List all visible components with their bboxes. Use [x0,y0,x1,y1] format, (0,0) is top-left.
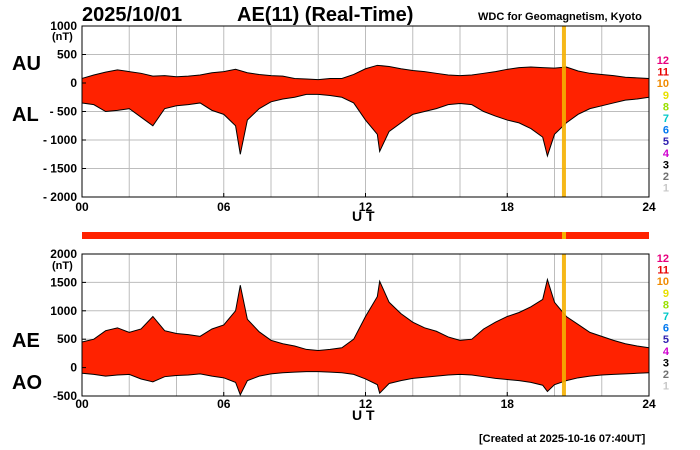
data-source-label: WDC for Geomagnetism, Kyoto [478,11,642,23]
x-tick-label: 06 [217,397,231,411]
x-tick-label: 00 [75,200,89,214]
created-timestamp: [Created at 2025-10-16 07:40UT] [479,433,646,445]
level-legend-item: 7 [663,113,669,125]
au-al-unit: (nT) [52,31,73,43]
y-tick-label: 500 [57,48,77,62]
au-al-x-axis-title: U T [352,208,375,224]
y-tick-label: -500 [53,389,77,403]
level-legend-item: 11 [657,67,669,79]
lower-envelope-line [81,371,650,397]
upper-envelope-line [81,64,650,81]
level-legend-item: 8 [663,101,669,113]
level-legend-item: 7 [663,311,669,323]
level-legend-item: 2 [663,171,669,183]
x-tick-label: 18 [501,397,515,411]
level-legend-item: 11 [657,265,669,277]
y-tick-label: - 500 [50,105,78,119]
ao-label: AO [12,372,42,394]
y-tick-label: 0 [70,76,77,90]
x-tick-label: 12 [359,200,373,214]
level-legend-item: 4 [663,346,670,358]
x-tick-label: 24 [642,397,656,411]
ae-ao-x-axis-title: U T [352,407,375,423]
status-bar-highlight [562,232,566,239]
level-legend-item: 12 [657,253,669,265]
level-legend-item: 12 [657,55,669,67]
ae-label: AE [12,330,40,352]
y-tick-label: 2000 [50,247,77,261]
index-range-area [82,279,649,395]
level-legend-item: 6 [663,323,669,335]
x-tick-label: 12 [359,397,373,411]
level-legend-item: 10 [657,78,669,90]
y-tick-label: 1000 [50,304,77,318]
y-tick-label: 500 [57,332,77,346]
level-legend-item: 1 [663,381,669,393]
level-legend-item: 6 [663,125,669,137]
level-legend-item: 3 [663,357,669,369]
level-legend-item: 8 [663,299,669,311]
level-legend-item: 9 [663,288,669,300]
status-bar [82,232,649,239]
x-tick-label: 18 [501,200,515,214]
chart-date: 2025/10/01 [82,4,183,26]
y-tick-label: - 2000 [43,190,77,204]
chart-title: AE(11) (Real-Time) [237,4,414,26]
ae-ao-unit: (nT) [52,260,73,272]
level-legend-item: 4 [663,148,670,160]
upper-envelope-line [81,277,650,352]
au-label: AU [12,53,41,75]
y-tick-label: - 1000 [43,133,77,147]
y-tick-label: 1500 [50,275,77,289]
level-legend-item: 3 [663,159,669,171]
y-tick-label: 1000 [50,19,77,33]
level-legend-item: 10 [657,276,669,288]
highlight-marker [561,26,566,197]
level-legend-item: 9 [663,90,669,102]
level-legend-item: 5 [663,334,669,346]
x-tick-label: 00 [75,397,89,411]
level-legend-item: 2 [663,369,669,381]
al-label: AL [12,104,39,126]
level-legend-item: 5 [663,136,669,148]
highlight-marker [561,254,566,396]
level-legend-item: 1 [663,183,669,195]
index-range-area [82,65,649,156]
y-tick-label: - 1500 [43,162,77,176]
lower-envelope-line [81,93,650,158]
x-tick-label: 24 [642,200,656,214]
x-tick-label: 06 [217,200,231,214]
y-tick-label: 0 [70,361,77,375]
